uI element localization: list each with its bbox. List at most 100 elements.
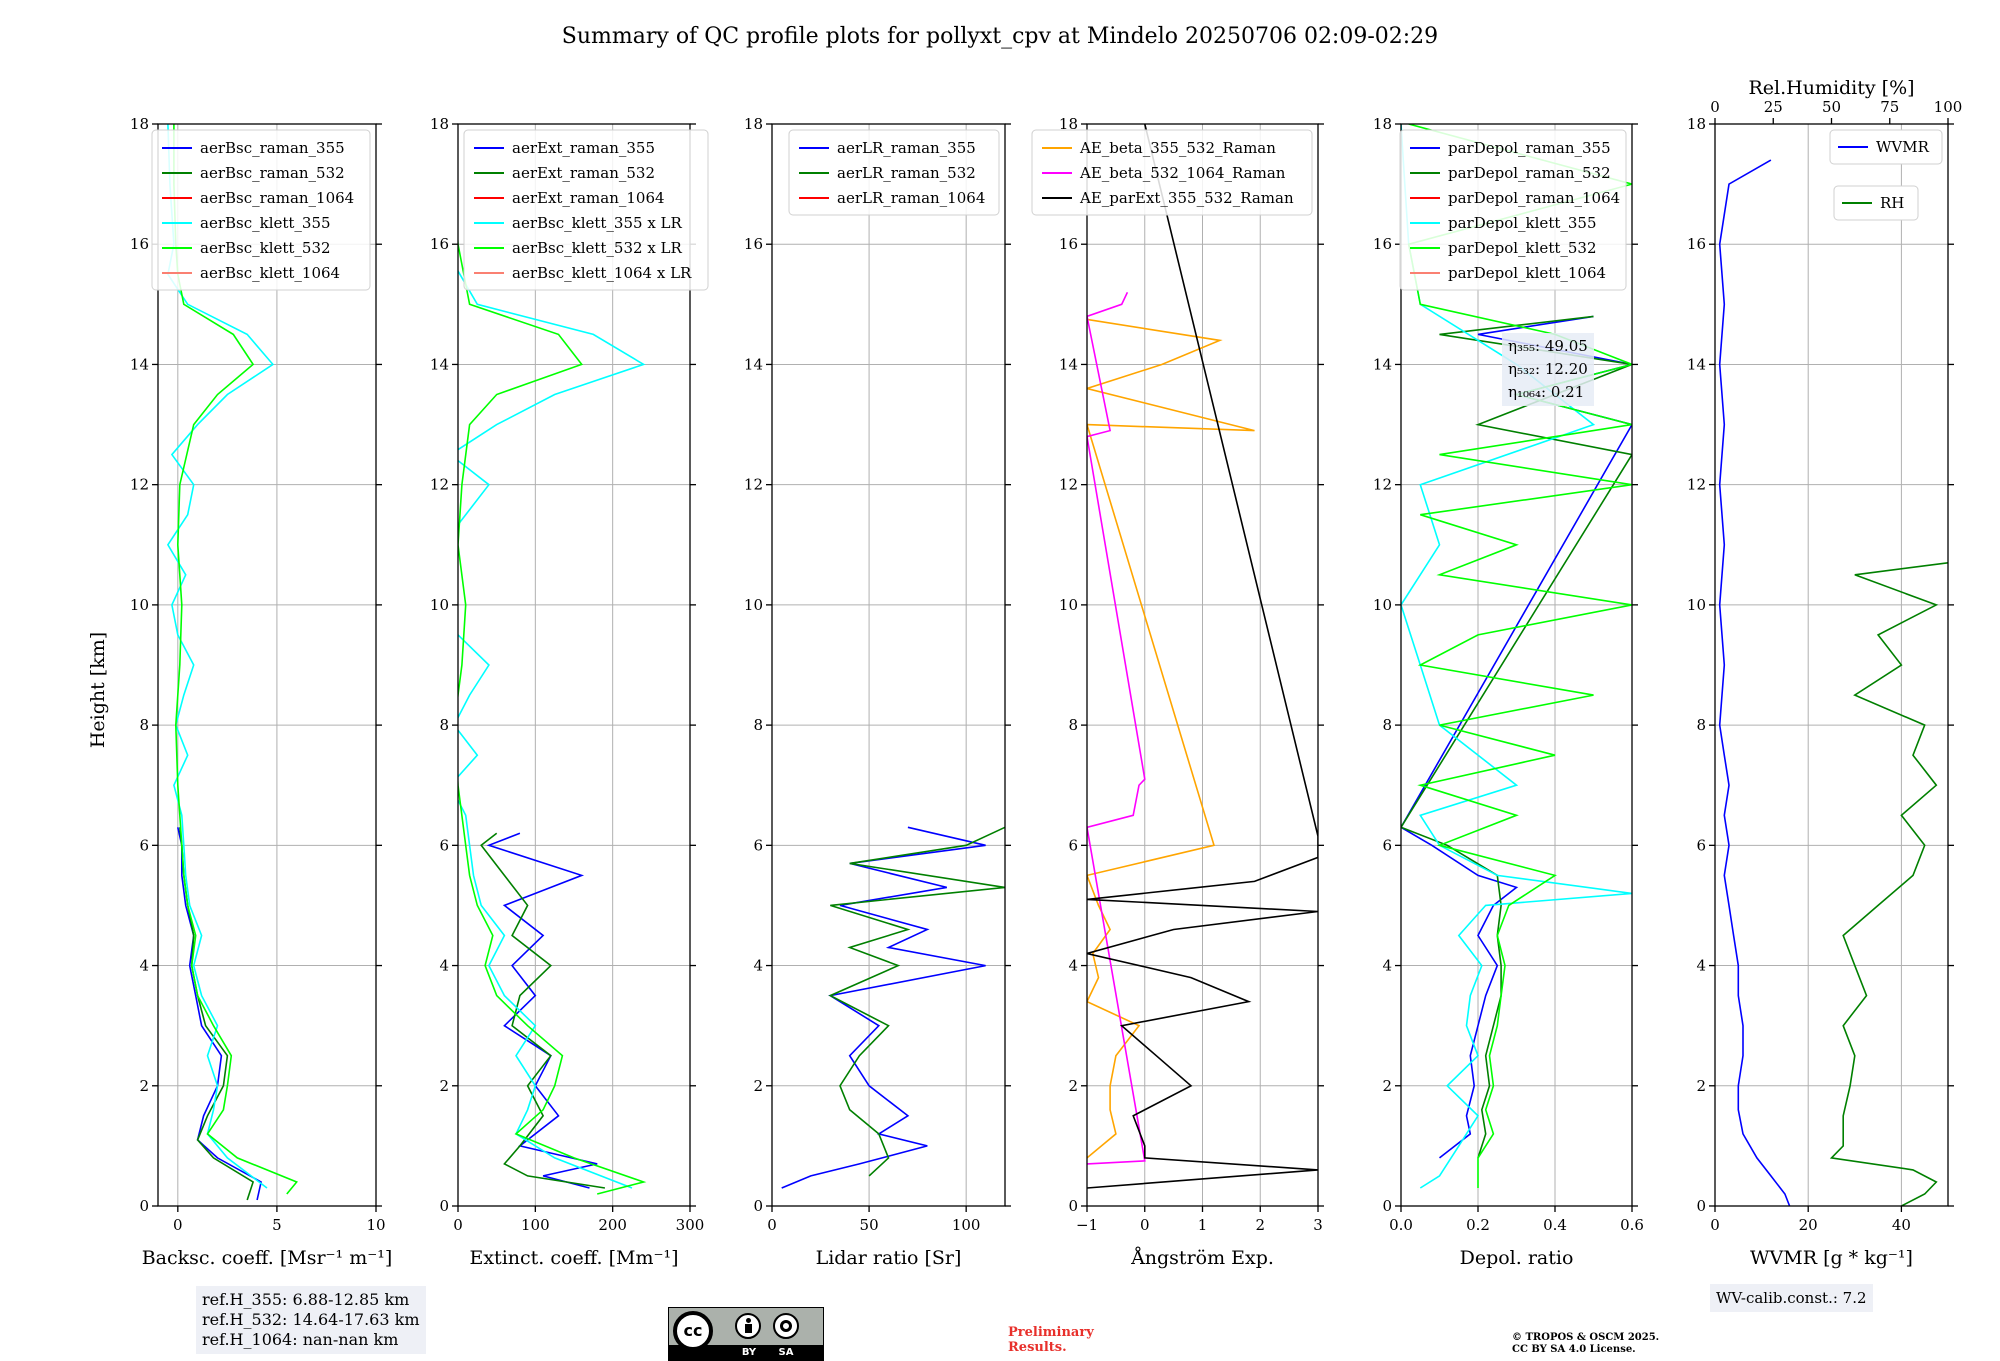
axes-frame	[771, 123, 1006, 1207]
legend-label: aerLR_raman_1064	[837, 189, 985, 207]
x-tick-label: 0	[1140, 1216, 1150, 1234]
x-axis-label: Depol. ratio	[1460, 1247, 1574, 1269]
sharealike-icon	[773, 1313, 799, 1339]
y-tick-label: 14	[130, 355, 149, 373]
y-tick-label: 2	[753, 1077, 763, 1095]
y-tick-label: 18	[744, 115, 763, 133]
by-attribution-icon	[735, 1313, 761, 1339]
y-tick-label: 0	[139, 1197, 149, 1215]
y-tick-label: 8	[139, 716, 149, 734]
y-tick-label: 12	[130, 476, 149, 494]
legend-label: parDepol_raman_1064	[1448, 189, 1620, 207]
legend-box	[1399, 129, 1627, 291]
series-line-aerBsc_klett_355 x LR	[458, 269, 646, 1189]
y-tick-label: 18	[130, 115, 149, 133]
figure-title: Summary of QC profile plots for pollyxt_…	[562, 24, 1438, 49]
x-tick-label: 0.2	[1466, 1216, 1490, 1234]
x-axis-label: Extinct. coeff. [Mm⁻¹]	[469, 1247, 678, 1269]
y-tick-label: 10	[130, 596, 149, 614]
wv-calibration-box: WV-calib.const.: 7.2	[1710, 1284, 1873, 1312]
y-tick-label: 8	[753, 716, 763, 734]
y-tick-label: 16	[130, 235, 149, 253]
legend-label: parDepol_raman_355	[1448, 139, 1611, 157]
y-tick-label: 4	[139, 957, 149, 975]
series-line-aerExt_raman_532	[480, 832, 606, 1189]
legend-label: aerExt_raman_355	[512, 139, 655, 157]
y-tick-label: 8	[1696, 716, 1706, 734]
x-tick-label: 1	[1198, 1216, 1208, 1234]
x-tick-label: 2	[1255, 1216, 1265, 1234]
y-tick-label: 8	[1382, 716, 1392, 734]
legend: parDepol_raman_355 parDepol_raman_532 parD…	[1399, 129, 1627, 291]
x-tick-label: 100	[521, 1216, 550, 1234]
x-axis-label: Backsc. coeff. [Msr⁻¹ m⁻¹]	[142, 1247, 393, 1269]
y-tick-label: 4	[753, 957, 763, 975]
legend-box	[1031, 129, 1313, 216]
legend-label: AE_parExt_355_532_Raman	[1079, 189, 1294, 207]
x-axis-label: WVMR [g * kg⁻¹]	[1750, 1247, 1913, 1269]
x-tick-label: 0	[1710, 1216, 1720, 1234]
y-tick-label: 4	[1382, 957, 1392, 975]
legend: AE_beta_355_532_Raman AE_beta_532_1064_Ra…	[1031, 129, 1313, 216]
reference-height-box: ref.H_355: 6.88-12.85 km ref.H_532: 14.6…	[196, 1286, 426, 1354]
series-line-RH	[1829, 562, 1948, 1206]
legend-label: aerBsc_klett_355	[200, 214, 331, 232]
legend-box-wvmr	[1829, 129, 1943, 165]
y-tick-label: 0	[439, 1197, 449, 1215]
legend-label: parDepol_klett_1064	[1448, 264, 1606, 282]
y-tick-label: 18	[1373, 115, 1392, 133]
sa-label: SA	[778, 1347, 794, 1358]
ref-height-1064: ref.H_1064: nan-nan km	[202, 1330, 399, 1349]
y-axis-label: Height [km]	[87, 632, 109, 748]
legend-label: AE_beta_532_1064_Raman	[1079, 164, 1286, 182]
x-tick-label: 300	[676, 1216, 705, 1234]
y-tick-label: 18	[1059, 115, 1078, 133]
legend: aerBsc_raman_355 aerBsc_raman_532 aerBsc_r…	[151, 129, 371, 291]
x-tick-label: 0	[173, 1216, 183, 1234]
legend-label: aerBsc_klett_1064 x LR	[512, 264, 692, 282]
panel-depol: 0 2 4 6 8 10 12 14 16 18 0.0 0.2 0.4 0.6 Depol. ratio p…	[1373, 115, 1644, 1269]
eta-532: η₅₃₂: 12.20	[1508, 360, 1588, 378]
legend-label: aerBsc_raman_532	[200, 164, 345, 182]
series-line-AE_parExt_355_532_Raman	[1087, 124, 1318, 1189]
x-tick-label: 0	[767, 1216, 777, 1234]
y-tick-label: 14	[1687, 355, 1706, 373]
top-x-tick-label: 25	[1764, 98, 1783, 116]
y-tick-label: 6	[1382, 836, 1392, 854]
series-group	[781, 826, 1005, 1189]
axes-frame	[1400, 123, 1633, 1207]
series-line-aerExt_raman_355	[486, 832, 598, 1189]
y-tick-label: 4	[439, 957, 449, 975]
y-tick-label: 10	[1059, 596, 1078, 614]
x-axis-label: Lidar ratio [Sr]	[816, 1247, 962, 1269]
y-tick-label: 10	[1687, 596, 1706, 614]
legend-label: aerLR_raman_355	[837, 139, 976, 157]
y-tick-label: 4	[1696, 957, 1706, 975]
legend-label: aerExt_raman_1064	[512, 189, 665, 207]
y-tick-label: 2	[139, 1077, 149, 1095]
by-label: BY	[741, 1347, 757, 1358]
y-tick-label: 14	[744, 355, 763, 373]
wv-calibration-constant: WV-calib.const.: 7.2	[1716, 1289, 1867, 1307]
legend-label: RH	[1880, 194, 1904, 212]
x-axis-label: Ångström Exp.	[1130, 1247, 1274, 1269]
axes-frame	[1714, 123, 1949, 1207]
y-tick-label: 16	[1059, 235, 1078, 253]
y-tick-label: 12	[744, 476, 763, 494]
x-tick-label: 50	[860, 1216, 879, 1234]
legend: WVMR RH	[1829, 129, 1943, 221]
series-line-aerLR_raman_532	[828, 826, 1005, 1177]
legend-label: WVMR	[1876, 138, 1930, 156]
x-tick-label: 5	[272, 1216, 282, 1234]
legend-label: parDepol_klett_532	[1448, 239, 1597, 257]
y-tick-label: 14	[1059, 355, 1078, 373]
x-tick-label: 3	[1313, 1216, 1323, 1234]
eta-355: η₃₅₅: 49.05	[1508, 337, 1588, 355]
y-tick-label: 16	[430, 235, 449, 253]
series-line-aerBsc_raman_355	[177, 827, 263, 1201]
y-tick-label: 12	[1687, 476, 1706, 494]
eta-box: η₃₅₅: 49.05 η₅₃₂: 12.20 η₁₀₆₄: 0.21	[1502, 333, 1594, 406]
legend-label: parDepol_raman_532	[1448, 164, 1611, 182]
legend-label: aerExt_raman_532	[512, 164, 655, 182]
